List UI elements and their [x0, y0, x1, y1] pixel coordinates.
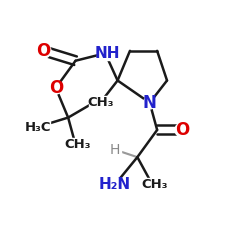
Text: O: O	[175, 121, 189, 139]
Circle shape	[50, 82, 62, 94]
Text: H: H	[110, 143, 120, 157]
Circle shape	[144, 96, 156, 109]
Circle shape	[175, 123, 189, 137]
Text: CH₃: CH₃	[65, 138, 91, 151]
Bar	[110, 144, 121, 155]
Text: H₂N: H₂N	[99, 177, 131, 192]
Bar	[27, 121, 50, 134]
Text: N: N	[143, 94, 157, 112]
Circle shape	[36, 44, 51, 58]
Text: CH₃: CH₃	[87, 96, 114, 109]
Text: O: O	[36, 42, 51, 60]
Bar	[88, 96, 112, 110]
Text: NH: NH	[95, 46, 120, 61]
Text: H₃C: H₃C	[25, 121, 52, 134]
Text: CH₃: CH₃	[142, 178, 168, 191]
Bar	[144, 178, 166, 191]
Bar	[67, 138, 89, 151]
Bar	[103, 178, 127, 191]
Bar	[96, 46, 119, 60]
Text: O: O	[49, 79, 63, 97]
